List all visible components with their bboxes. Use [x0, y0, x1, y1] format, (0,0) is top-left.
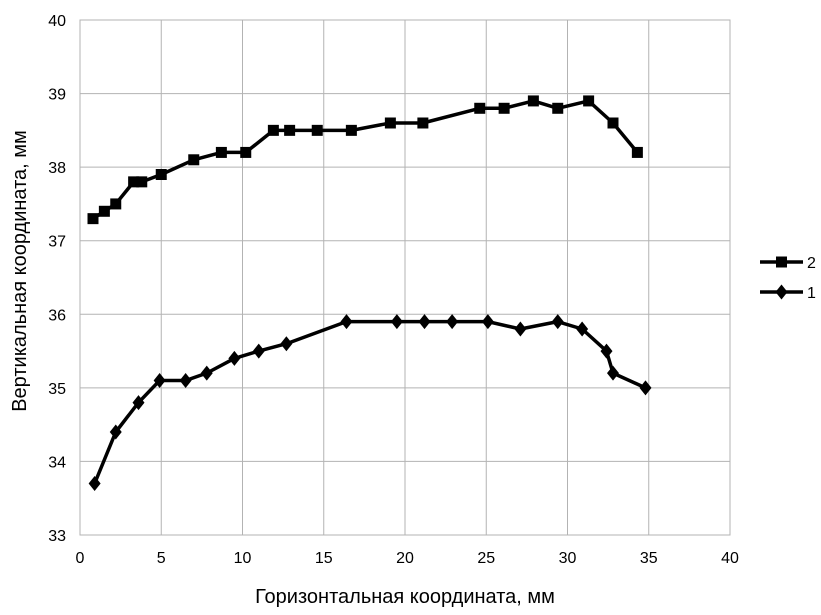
data-point-marker: [527, 95, 539, 107]
y-tick-label: 36: [48, 307, 66, 324]
y-axis-title: Вертикальная координата, мм: [9, 130, 31, 412]
data-point-marker: [481, 314, 494, 330]
data-point-marker: [280, 336, 293, 352]
data-point-marker: [474, 102, 486, 114]
data-point-marker: [498, 102, 510, 114]
x-tick-label: 5: [157, 550, 166, 567]
series-lines: [87, 95, 652, 491]
plot-area-border: [79, 19, 731, 536]
data-point-marker: [153, 373, 166, 388]
data-point-marker: [639, 380, 652, 396]
data-point-marker: [252, 343, 265, 359]
x-tick-label: 35: [640, 550, 658, 567]
y-tick-label: 37: [48, 234, 66, 251]
data-point-marker: [284, 124, 296, 136]
x-tick-label: 10: [234, 550, 252, 567]
data-point-marker: [417, 117, 429, 129]
data-point-marker: [136, 176, 148, 188]
data-point-marker: [132, 395, 145, 411]
legend-marker: [776, 256, 787, 268]
data-point-marker: [98, 205, 110, 217]
y-tick-label: 34: [48, 454, 66, 471]
tick-labels: 0 5 10 15 20 25 30 35 40 33 34 35 36 37 38 39 40: [48, 13, 739, 567]
legend: 21: [760, 255, 816, 302]
data-point-marker: [552, 102, 564, 114]
x-axis-title: Горизонтальная координата, мм: [255, 586, 555, 608]
x-tick-label: 0: [76, 550, 85, 567]
data-point-marker: [340, 314, 353, 330]
data-point-marker: [155, 169, 167, 180]
data-point-marker: [88, 476, 101, 491]
data-point-marker: [87, 213, 99, 225]
data-point-marker: [551, 314, 564, 330]
x-tick-label: 15: [315, 550, 333, 567]
data-point-marker: [188, 154, 200, 166]
data-point-marker: [240, 146, 252, 158]
data-point-marker: [418, 314, 431, 330]
y-tick-label: 33: [48, 528, 66, 545]
data-point-marker: [267, 124, 279, 136]
data-point-marker: [390, 314, 403, 330]
x-tick-label: 30: [559, 550, 577, 567]
y-tick-label: 38: [48, 160, 66, 177]
data-point-marker: [446, 314, 459, 330]
data-point-marker: [110, 198, 122, 210]
axes: [79, 19, 731, 536]
legend-marker: [775, 284, 788, 300]
series-line: [92, 99, 639, 221]
x-tick-label: 40: [721, 550, 739, 567]
data-point-marker: [311, 124, 323, 136]
series-1: [88, 314, 652, 491]
legend-item-2: 2: [760, 255, 816, 272]
data-point-marker: [109, 424, 122, 440]
data-point-marker: [514, 321, 527, 337]
y-tick-label: 35: [48, 381, 66, 398]
y-tick-label: 40: [48, 13, 66, 30]
x-tick-label: 20: [396, 550, 414, 567]
data-point-marker: [345, 124, 357, 136]
legend-item-1: 1: [760, 284, 816, 302]
data-point-marker: [607, 117, 619, 129]
data-point-marker: [200, 365, 213, 381]
gridlines: [79, 19, 731, 536]
data-point-marker: [607, 365, 619, 381]
legend-label: 1: [807, 285, 816, 302]
data-point-marker: [179, 373, 192, 388]
data-point-marker: [228, 350, 241, 366]
legend-label: 2: [807, 255, 816, 272]
data-point-marker: [583, 95, 595, 107]
x-tick-label: 25: [477, 550, 495, 567]
series-2: [87, 95, 643, 225]
data-point-marker: [128, 176, 140, 188]
series-line: [93, 319, 647, 485]
data-point-marker: [215, 146, 227, 158]
data-point-marker: [384, 117, 396, 129]
data-point-marker: [600, 343, 613, 359]
data-point-marker: [576, 321, 589, 337]
data-point-marker: [631, 146, 643, 158]
y-tick-label: 39: [48, 87, 66, 104]
